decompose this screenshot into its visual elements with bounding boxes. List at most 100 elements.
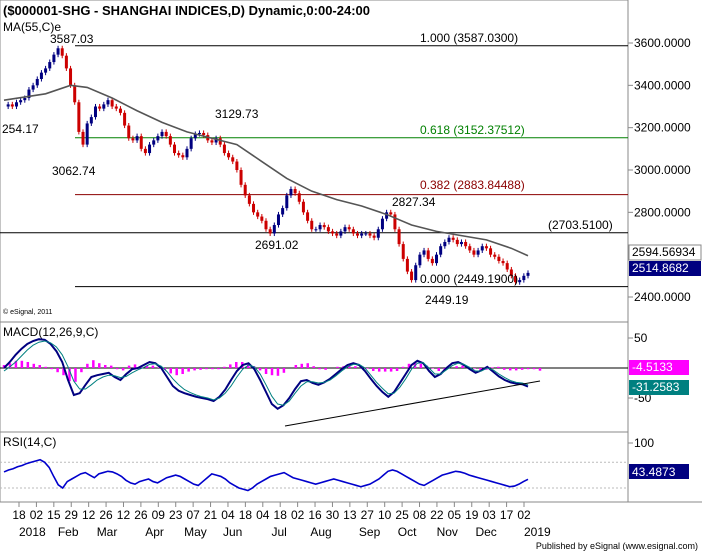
candle-body (297, 193, 301, 202)
candle-body (505, 263, 509, 270)
candle-body (422, 250, 426, 255)
x-axis-day-label: 08 (413, 508, 427, 522)
candle-body (185, 148, 189, 158)
candle-body (56, 48, 60, 55)
candle-body (89, 117, 93, 124)
candle-body (418, 254, 422, 266)
candle-body (355, 233, 359, 236)
candle-body (426, 250, 430, 259)
rsi-line (3, 458, 529, 492)
x-axis-month-label: Mar (97, 525, 118, 539)
candle-body (493, 254, 497, 257)
published-credit: Published by eSignal (www.esignal.com) (536, 541, 698, 551)
candle-body (164, 131, 168, 137)
candle-body (152, 140, 156, 145)
x-axis-month-label: Nov (437, 525, 458, 539)
candle-body (489, 248, 493, 255)
x-axis-day-label: 29 (65, 508, 79, 522)
axis-layer: 2400.00002600.00002800.00003000.00003200… (12, 36, 702, 539)
ma-label: MA(55,C)e (3, 20, 61, 34)
candle-body (285, 195, 289, 209)
x-axis-day-label: 10 (378, 508, 392, 522)
candle-body (289, 189, 293, 196)
candle-body (385, 212, 389, 219)
rsi-last-value-box (629, 464, 689, 479)
rsi-axis-label: 100 (634, 436, 654, 450)
candle-body (459, 241, 463, 245)
x-axis-day-label: 12 (82, 508, 96, 522)
x-axis-day-label: 04 (256, 508, 270, 522)
candle-body (389, 212, 393, 215)
price-annotation: 2827.34 (392, 195, 436, 209)
x-axis-day-label: 02 (291, 508, 305, 522)
candle-body (393, 214, 397, 230)
candle-body (60, 48, 64, 56)
candle-body (106, 100, 110, 105)
candle-body (69, 68, 73, 86)
macd-last-value-label: -4.5133 (632, 360, 673, 374)
candle-body (343, 227, 347, 232)
candle-body (148, 144, 152, 154)
candle-body (114, 106, 118, 109)
fib-label: 0.618 (3152.37512) (420, 123, 525, 137)
candle-body (181, 155, 185, 158)
x-axis-day-label: 25 (395, 508, 409, 522)
x-axis-month-label: Apr (145, 525, 164, 539)
candle-body (397, 229, 401, 245)
x-axis-day-label: 13 (343, 508, 357, 522)
candle-body (380, 218, 384, 230)
x-axis-day-label: 07 (186, 508, 200, 522)
candle-body (102, 104, 106, 109)
candle-body (335, 233, 339, 236)
price-annotation: 254.17 (2, 122, 39, 136)
candle-body (52, 54, 56, 63)
rsi-layer (0, 458, 628, 492)
candle-body (98, 106, 102, 109)
candle-body (19, 100, 23, 103)
x-axis-day-label: 18 (12, 508, 26, 522)
candle-body (514, 275, 518, 283)
candle-body (235, 161, 239, 170)
x-axis-day-label: 18 (274, 508, 288, 522)
fib-label: 0.382 (2883.84488) (420, 178, 525, 192)
candle-body (405, 258, 409, 272)
candle-body (39, 72, 43, 79)
candle-body (64, 55, 68, 69)
candle-body (509, 269, 513, 276)
price-annotation: 3129.73 (215, 107, 259, 121)
x-axis-month-label: Dec (475, 525, 496, 539)
macd-last-value-box (629, 380, 689, 395)
x-axis-day-label: 15 (47, 508, 61, 522)
candle-body (468, 246, 472, 251)
price-axis-label: 2800.0000 (634, 205, 691, 219)
candle-body (227, 153, 231, 158)
x-axis-month-label: Feb (58, 525, 79, 539)
x-axis-month-label: Oct (398, 525, 417, 539)
x-axis-day-label: 04 (221, 508, 235, 522)
candle-body (455, 239, 459, 245)
price-panel (0, 0, 629, 323)
candle-body (247, 195, 251, 204)
x-axis-day-label: 19 (465, 508, 479, 522)
rsi-last-value-label: 43.4873 (632, 465, 676, 479)
x-axis-month-label: Sep (359, 525, 381, 539)
x-axis-day-label: 03 (482, 508, 496, 522)
candle-body (410, 271, 414, 281)
price-last-value-box (628, 244, 702, 261)
candle-body (501, 261, 505, 264)
candle-body (131, 138, 135, 141)
candle-body (6, 104, 10, 107)
macd-title: MACD(12,26,9,C) (3, 325, 98, 339)
price-last-value-box (629, 261, 701, 276)
chart-title: ($000001-SHG - SHANGHAI INDICES,D) Dynam… (3, 3, 370, 18)
candle-body (81, 131, 85, 145)
candle-body (85, 123, 89, 145)
x-axis-day-label: 12 (117, 508, 131, 522)
candle-body (480, 246, 484, 251)
price-annotation: 2691.02 (255, 238, 299, 252)
price-annotation: 2449.19 (425, 293, 469, 307)
x-axis-day-label: 16 (308, 508, 322, 522)
candle-body (526, 272, 530, 276)
candle-body (77, 102, 81, 132)
x-axis-day-label: 02 (517, 508, 531, 522)
